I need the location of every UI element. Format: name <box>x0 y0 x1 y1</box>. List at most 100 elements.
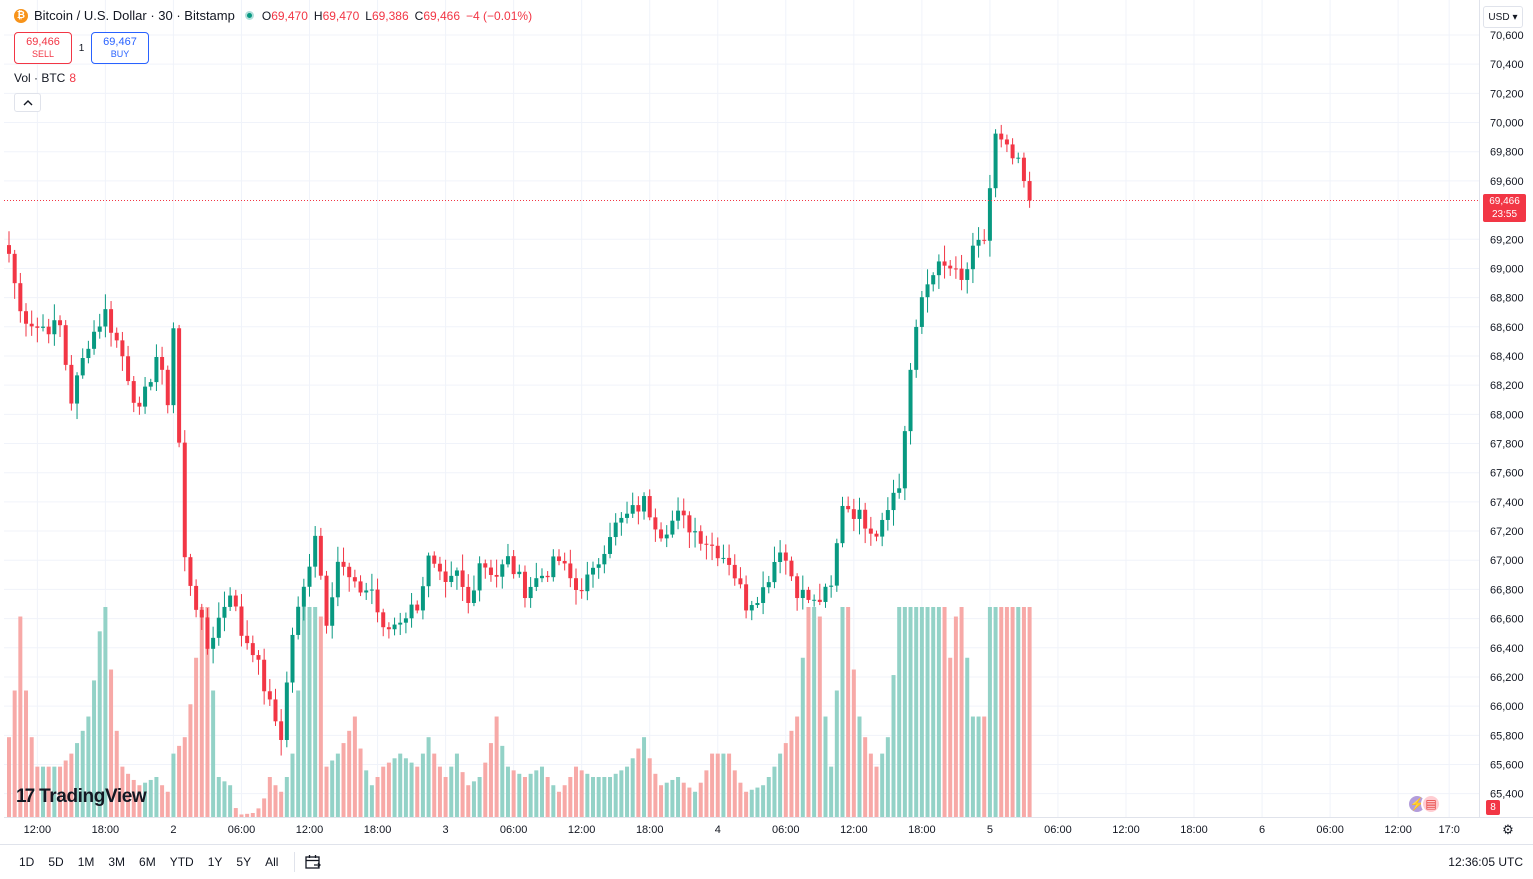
range-all[interactable]: All <box>265 855 279 869</box>
volume-bar <box>619 770 624 817</box>
volume-bar <box>216 777 221 817</box>
volume-bar <box>194 657 199 817</box>
candle-up <box>369 589 374 591</box>
volume-bar <box>324 766 329 817</box>
price-axis-label: 70,000 <box>1490 118 1524 130</box>
candle-up <box>902 431 907 489</box>
candle-up <box>908 369 913 432</box>
candle-up <box>335 561 340 598</box>
volume-bar <box>591 777 596 817</box>
candle-down <box>851 509 856 519</box>
range-5y[interactable]: 5Y <box>236 855 252 869</box>
utc-clock[interactable]: 12:36:05 UTC <box>1448 855 1523 869</box>
calendar-goto-icon <box>305 855 322 869</box>
volume-bar <box>449 766 454 817</box>
candlestick-chart[interactable]: 70,600 70,400 70,200 70,000 69,800 69,600 69,2… <box>0 0 1533 845</box>
candle-up <box>92 331 97 349</box>
candle-down <box>239 606 244 636</box>
volume-bar <box>659 785 664 817</box>
volume-bar <box>942 607 947 817</box>
volume-bar <box>721 753 726 817</box>
candle-down <box>953 268 958 270</box>
volume-bar <box>579 770 584 817</box>
candle-up <box>517 571 522 575</box>
currency-label: USD <box>1488 11 1510 23</box>
ohlc-close: C69,466 <box>414 8 461 23</box>
volume-bar <box>766 777 771 817</box>
candle-up <box>228 595 233 607</box>
volume-bar <box>596 777 601 817</box>
volume-bar <box>953 616 958 817</box>
tradingview-logo[interactable]: 17 TradingView <box>16 786 147 808</box>
volume-bar <box>330 760 335 817</box>
volume-bar <box>999 607 1004 817</box>
candle-up <box>619 517 624 523</box>
volume-bar <box>710 753 715 817</box>
price-axis-label: 67,600 <box>1490 468 1524 480</box>
volume-bar <box>290 753 295 817</box>
collapse-legend-button[interactable] <box>14 93 41 112</box>
volume-bar <box>761 785 766 817</box>
candle-up <box>591 567 596 575</box>
volume-bar <box>919 607 924 817</box>
range-6m[interactable]: 6M <box>139 855 156 869</box>
volume-bar <box>58 766 63 817</box>
time-axis-label: 17:0 <box>1438 824 1459 836</box>
range-3m[interactable]: 3M <box>108 855 126 869</box>
buy-button[interactable]: 69,467 BUY <box>91 32 149 64</box>
range-ytd[interactable]: YTD <box>169 855 194 869</box>
candle-up <box>891 492 896 511</box>
volume-bar <box>744 791 749 817</box>
us-flag-event-icon[interactable]: ▤ <box>1421 794 1441 814</box>
candle-down <box>109 309 114 333</box>
range-1m[interactable]: 1M <box>77 855 95 869</box>
volume-legend[interactable]: Vol · BTC 8 <box>14 71 76 85</box>
sell-button[interactable]: 69,466 SELL <box>14 32 72 64</box>
volume-bar <box>522 777 527 817</box>
volume-bar <box>466 785 471 817</box>
candle-up <box>970 245 975 270</box>
candle-down <box>318 535 323 576</box>
candle-down <box>511 556 516 575</box>
volume-bar <box>505 766 510 817</box>
volume-bar <box>364 770 369 817</box>
currency-selector[interactable]: USD ▾ <box>1483 6 1523 28</box>
candle-down <box>494 574 499 577</box>
volume-bar <box>273 785 278 817</box>
market-status-icon[interactable] <box>244 11 254 20</box>
symbol-title[interactable]: Bitcoin / U.S. Dollar · 30 · Bitstamp <box>34 8 235 23</box>
volume-bar <box>653 773 658 817</box>
range-5d[interactable]: 5D <box>48 855 64 869</box>
volume-bar <box>86 716 91 817</box>
volume-bar <box>1016 607 1021 817</box>
calendar-icon[interactable] <box>303 852 323 872</box>
volume-bar <box>63 760 68 817</box>
range-1d[interactable]: 1D <box>19 855 35 869</box>
price-axis-label: 70,400 <box>1490 59 1524 71</box>
candle-down <box>738 578 743 585</box>
volume-bar <box>772 766 777 817</box>
candle-up <box>625 513 630 518</box>
candle-down <box>35 326 40 328</box>
candle-up <box>642 496 647 512</box>
price-axis-label: 67,800 <box>1490 439 1524 451</box>
last-price-value: 69,466 <box>1489 196 1520 207</box>
candle-down <box>347 566 352 578</box>
volume-bar <box>256 808 261 817</box>
range-1y[interactable]: 1Y <box>207 855 223 869</box>
gear-icon[interactable]: ⚙ <box>1502 822 1514 837</box>
price-axis-label: 68,600 <box>1490 322 1524 334</box>
volume-bar <box>148 779 153 817</box>
candle-down <box>24 311 29 324</box>
price-axis-label: 69,200 <box>1490 234 1524 246</box>
candle-up <box>449 575 454 582</box>
candle-up <box>800 589 805 599</box>
volume-bar <box>369 785 374 817</box>
time-axis-label: 12:00 <box>296 824 324 836</box>
volume-bar <box>574 766 578 817</box>
candle-up <box>154 357 159 383</box>
candle-down <box>256 655 261 660</box>
volume-bar <box>891 675 896 817</box>
volume-bar <box>834 690 839 817</box>
candle-down <box>846 505 851 510</box>
